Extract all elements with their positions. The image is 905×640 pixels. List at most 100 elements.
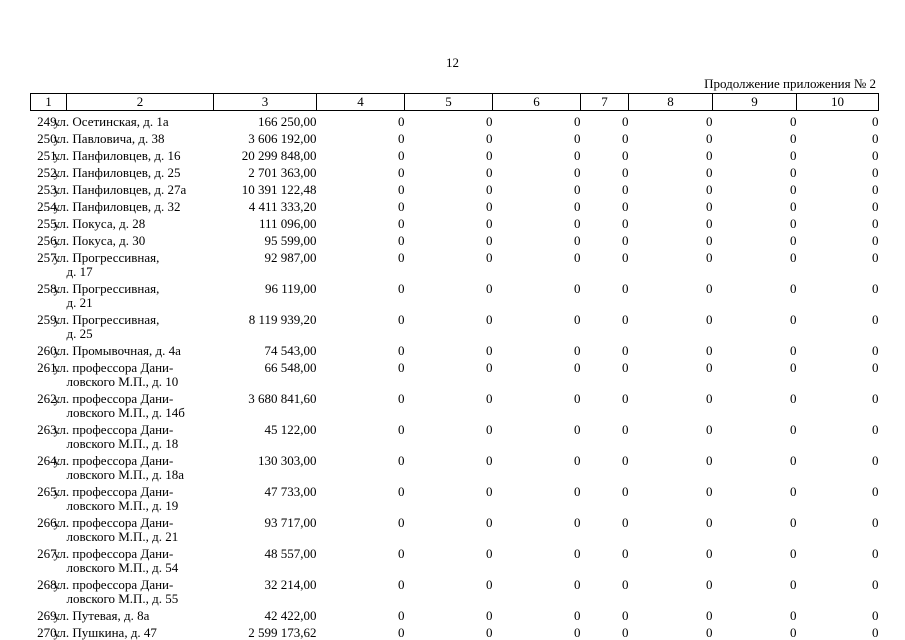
value-cell: 0 <box>622 625 629 640</box>
value-cell: 0 <box>622 343 629 358</box>
value-cell: 0 <box>486 360 493 375</box>
value-cell: 0 <box>872 515 879 530</box>
row-number-cell: 249. <box>37 114 60 129</box>
value-cell: 0 <box>398 182 405 197</box>
value-cell: 0 <box>872 608 879 623</box>
value-cell: 0 <box>790 182 797 197</box>
value-cell: 0 <box>706 250 713 265</box>
row-number-cell: 268. <box>37 577 60 592</box>
value-cell: 0 <box>574 233 581 248</box>
address-cell: ул. профессора Дани- ловского М.П., д. 1… <box>53 484 179 513</box>
column-header: 6 <box>492 93 581 111</box>
value-cell: 0 <box>706 165 713 180</box>
amount-cell: 66 548,00 <box>264 360 317 375</box>
value-cell: 0 <box>872 312 879 327</box>
value-cell: 0 <box>790 114 797 129</box>
value-cell: 0 <box>872 343 879 358</box>
amount-cell: 3 680 841,60 <box>248 391 317 406</box>
row-number-cell: 252. <box>37 165 60 180</box>
column-header: 10 <box>796 93 879 111</box>
value-cell: 0 <box>706 625 713 640</box>
value-cell: 0 <box>486 343 493 358</box>
value-cell: 0 <box>486 312 493 327</box>
value-cell: 0 <box>486 216 493 231</box>
address-cell: ул. профессора Дани- ловского М.П., д. 1… <box>53 453 185 482</box>
row-number-cell: 270. <box>37 625 60 640</box>
value-cell: 0 <box>574 148 581 163</box>
address-cell: ул. Прогрессивная, д. 25 <box>53 312 160 341</box>
value-cell: 0 <box>790 216 797 231</box>
value-cell: 0 <box>398 165 405 180</box>
value-cell: 0 <box>486 484 493 499</box>
column-header: 9 <box>712 93 797 111</box>
value-cell: 0 <box>872 281 879 296</box>
column-header: 5 <box>404 93 493 111</box>
row-number-cell: 259. <box>37 312 60 327</box>
value-cell: 0 <box>622 165 629 180</box>
value-cell: 0 <box>872 199 879 214</box>
value-cell: 0 <box>872 131 879 146</box>
table-row: 255. ул. Покуса, д. 28 111 096,00 0 0 0 0 0 0 0 <box>31 216 879 233</box>
value-cell: 0 <box>622 453 629 468</box>
amount-cell: 42 422,00 <box>264 608 317 623</box>
value-cell: 0 <box>486 131 493 146</box>
table-row: 251. ул. Панфиловцев, д. 16 20 299 848,00 0… <box>31 148 879 165</box>
value-cell: 0 <box>872 453 879 468</box>
value-cell: 0 <box>790 131 797 146</box>
value-cell: 0 <box>872 148 879 163</box>
table-row: 252. ул. Панфиловцев, д. 25 2 701 363,00 0 0… <box>31 165 878 182</box>
value-cell: 0 <box>574 165 581 180</box>
value-cell: 0 <box>486 250 493 265</box>
value-cell: 0 <box>622 515 629 530</box>
value-cell: 0 <box>790 312 797 327</box>
table-row: 256. ул. Покуса, д. 30 95 599,00 0 0 0 0 0 0 0 <box>31 233 878 250</box>
amount-cell: 8 119 939,20 <box>248 312 317 327</box>
value-cell: 0 <box>872 216 879 231</box>
address-cell: ул. Панфиловцев, д. 16 <box>53 148 181 163</box>
address-cell: ул. профессора Дани- ловского М.П., д. 5… <box>53 546 179 575</box>
value-cell: 0 <box>574 343 581 358</box>
amount-cell: 45 122,00 <box>264 422 317 437</box>
value-cell: 0 <box>706 546 713 561</box>
value-cell: 0 <box>574 608 581 623</box>
value-cell: 0 <box>790 343 797 358</box>
value-cell: 0 <box>790 391 797 406</box>
value-cell: 0 <box>622 199 629 214</box>
column-header: 3 <box>213 93 317 111</box>
value-cell: 0 <box>398 391 405 406</box>
row-number-cell: 262. <box>37 391 60 406</box>
column-header: 7 <box>580 93 629 111</box>
value-cell: 0 <box>872 422 879 437</box>
table-row: 250. ул. Павловича, д. 38 3 606 192,00 0 0 0 0… <box>31 131 879 148</box>
table-row: 265. ул. профессора Дани- ловского М.П., … <box>31 484 878 515</box>
amount-cell: 47 733,00 <box>264 484 317 499</box>
value-cell: 0 <box>706 114 713 129</box>
row-number-cell: 253. <box>37 182 60 197</box>
value-cell: 0 <box>790 281 797 296</box>
value-cell: 0 <box>486 233 493 248</box>
value-cell: 0 <box>706 577 713 592</box>
value-cell: 0 <box>872 250 879 265</box>
amount-cell: 3 606 192,00 <box>248 131 317 146</box>
table-row: 264. ул. профессора Дани- ловского М.П., … <box>31 453 879 484</box>
value-cell: 0 <box>790 148 797 163</box>
value-cell: 0 <box>622 360 629 375</box>
table-row: 270. ул. Пушкина, д. 47 2 599 173,62 0 0 0 0 0 0… <box>31 625 879 640</box>
value-cell: 0 <box>790 577 797 592</box>
value-cell: 0 <box>706 343 713 358</box>
table-row: 268. ул. профессора Дани- ловского М.П., … <box>31 577 878 608</box>
value-cell: 0 <box>486 515 493 530</box>
value-cell: 0 <box>486 165 493 180</box>
row-number-cell: 251. <box>37 148 60 163</box>
value-cell: 0 <box>622 250 629 265</box>
address-cell: ул. Павловича, д. 38 <box>53 131 165 146</box>
value-cell: 0 <box>398 131 405 146</box>
value-cell: 0 <box>790 625 797 640</box>
value-cell: 0 <box>706 131 713 146</box>
amount-cell: 93 717,00 <box>264 515 317 530</box>
value-cell: 0 <box>706 360 713 375</box>
row-number-cell: 269. <box>37 608 60 623</box>
value-cell: 0 <box>398 250 405 265</box>
amount-cell: 48 557,00 <box>264 546 317 561</box>
value-cell: 0 <box>872 625 879 640</box>
